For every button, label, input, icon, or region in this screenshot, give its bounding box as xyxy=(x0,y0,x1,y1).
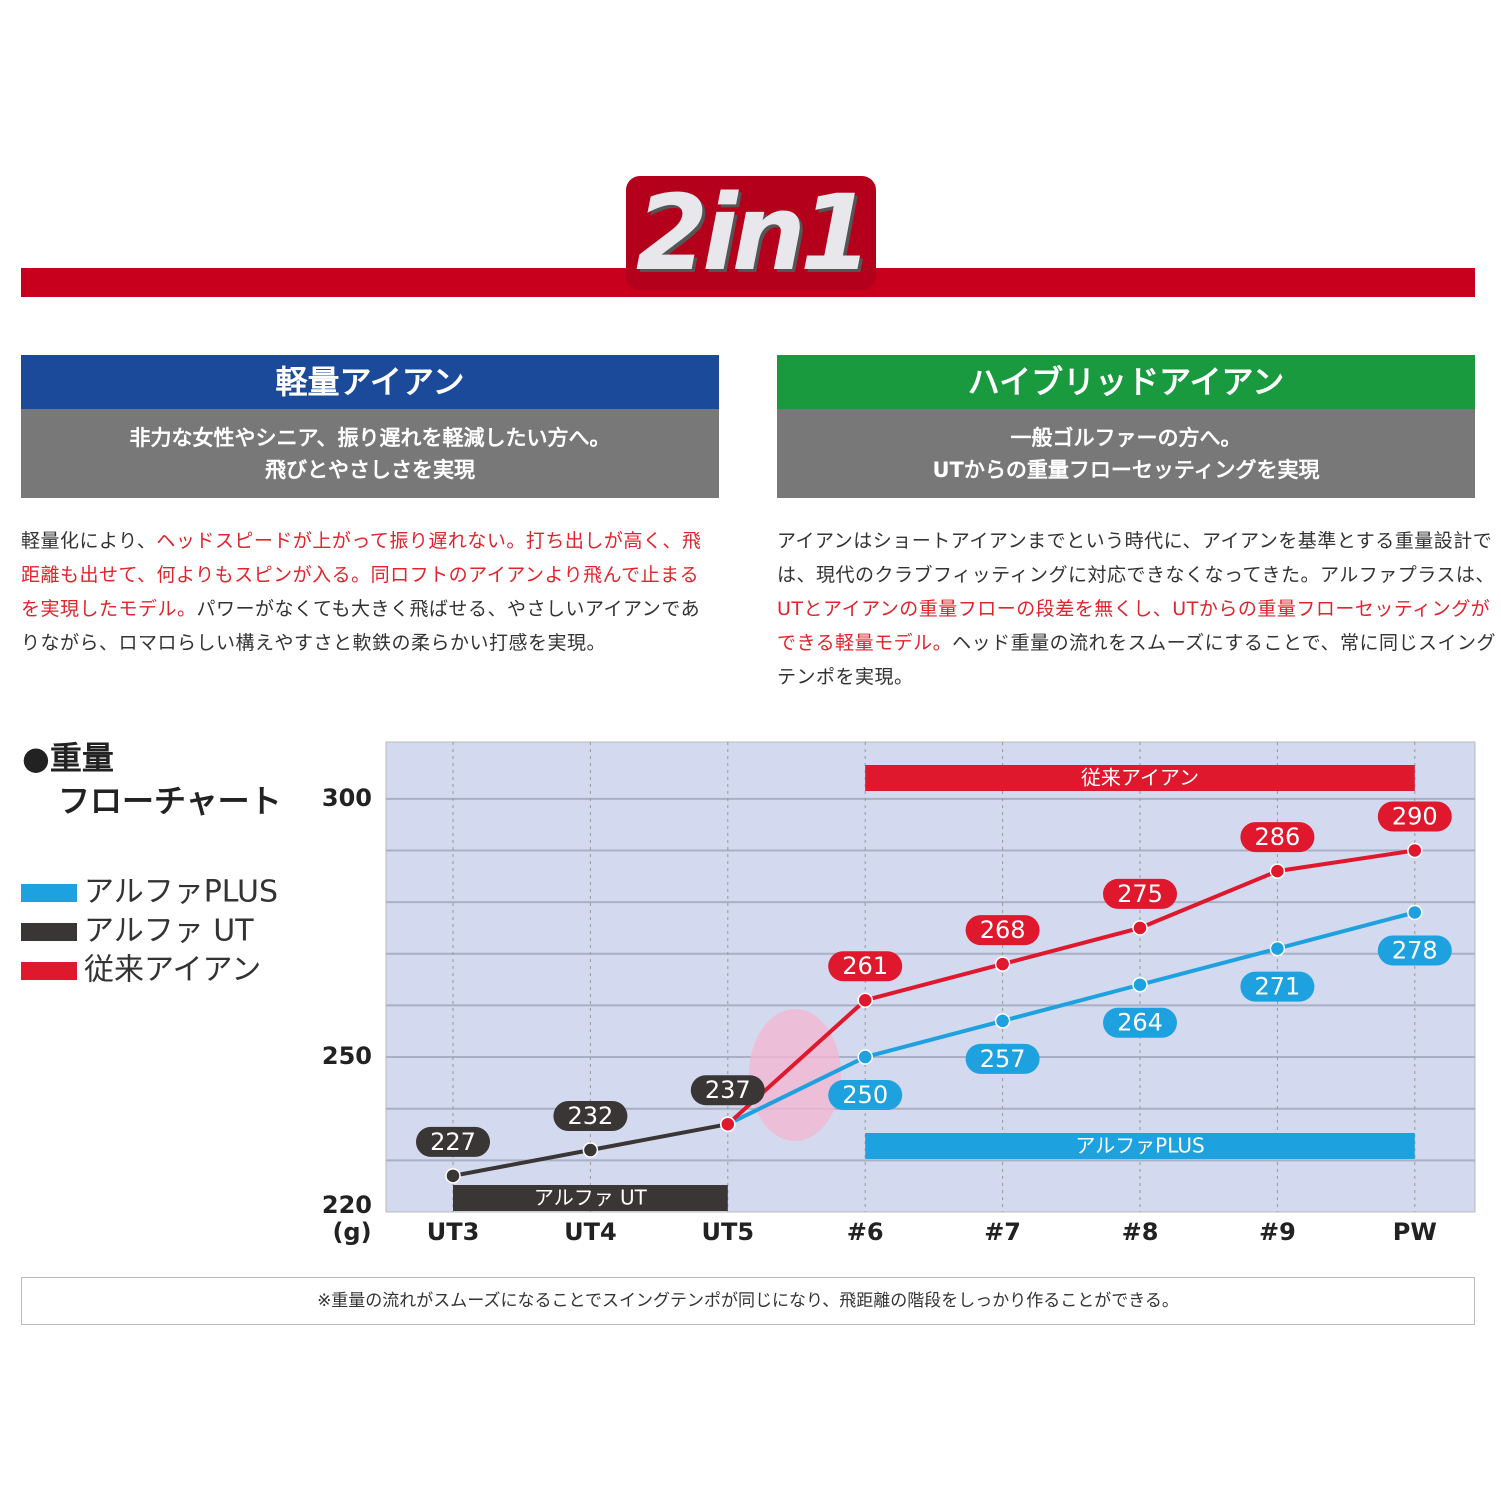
point xyxy=(1407,842,1423,859)
value-label-bg xyxy=(1377,935,1452,966)
value-label: 264 xyxy=(1117,1009,1163,1037)
value-label: 261 xyxy=(842,952,888,980)
point xyxy=(720,1116,736,1132)
value-label-bg xyxy=(965,1043,1040,1074)
value-label-bg xyxy=(828,1080,903,1111)
logo: 2in1 xyxy=(635,172,872,294)
point xyxy=(857,1049,873,1065)
x-tick-label: UT4 xyxy=(564,1218,617,1246)
chart-title: ●重量 xyxy=(22,739,114,777)
legend-swatch xyxy=(21,923,77,941)
column-subtitle: 一般ゴルファーの方へ。 UTからの重量フローセッティングを実現 xyxy=(777,409,1475,498)
value-label-bg xyxy=(828,951,903,982)
body-text: アイアンはショートアイアンまでという時代に、アイアンを基準とする重量設計では、現… xyxy=(777,530,1495,586)
band-label: 従来アイアン xyxy=(1081,766,1199,790)
value-label: 232 xyxy=(567,1102,613,1130)
value-label: 286 xyxy=(1254,823,1300,851)
body-text: パワーがなくても大きく飛ばせる、やさしいアイアンでありながら、ロマロらしい構えや… xyxy=(21,598,701,654)
body-text: ヘッド重量の流れをスムーズにすることで、常に同じスイングテンポを実現。 xyxy=(777,632,1497,688)
value-label: 271 xyxy=(1254,973,1300,1001)
column-body: アイアンはショートアイアンまでという時代に、アイアンを基準とする重量設計では、現… xyxy=(777,524,1501,694)
y-tick-label: 220 xyxy=(322,1191,372,1219)
subtitle-line: 非力な女性やシニア、振り遅れを軽減したい方へ。 xyxy=(129,426,611,450)
legend-label: 従来アイアン xyxy=(84,953,261,988)
value-label-bg xyxy=(965,915,1040,946)
legend-label: アルファ UT xyxy=(84,914,254,949)
body-text: UTとアイアンの重量フローの段差を無くし、UTからの重量フローセッティングができ… xyxy=(777,598,1491,654)
point xyxy=(445,1168,461,1184)
series-line xyxy=(726,848,1416,1126)
column-title: 軽量アイアン xyxy=(21,355,719,409)
x-tick-label: UT5 xyxy=(702,1218,755,1246)
value-label: 257 xyxy=(980,1045,1026,1073)
band xyxy=(865,1133,1415,1159)
legend-swatch xyxy=(21,962,77,980)
value-label-bg xyxy=(1103,1007,1177,1038)
legend-swatch xyxy=(21,884,77,902)
value-label: 268 xyxy=(980,916,1026,944)
y-unit: (g) xyxy=(332,1218,371,1246)
body-text: 軽量化により、 xyxy=(21,530,157,552)
value-label-bg xyxy=(1377,801,1452,832)
x-tick-label: #6 xyxy=(847,1218,884,1246)
y-tick-label: 300 xyxy=(322,784,372,812)
value-label: 275 xyxy=(1117,880,1163,908)
value-label-bg xyxy=(553,1101,628,1132)
value-label-bg xyxy=(1240,971,1315,1002)
value-label: 227 xyxy=(430,1128,476,1156)
subtitle-line: 飛びとやさしさを実現 xyxy=(265,458,475,482)
point xyxy=(582,1142,599,1158)
value-label: 290 xyxy=(1392,802,1438,830)
value-label-bg xyxy=(416,1126,490,1157)
point xyxy=(1407,904,1423,921)
point xyxy=(1132,920,1148,936)
x-tick-label: #7 xyxy=(984,1218,1021,1246)
x-tick-label: #9 xyxy=(1259,1218,1296,1246)
value-label-bg xyxy=(1240,822,1315,853)
value-label: 237 xyxy=(705,1076,751,1104)
chart-title: フローチャート xyxy=(58,782,282,820)
point xyxy=(1269,863,1286,879)
band-label: アルファ UT xyxy=(534,1186,648,1210)
value-label: 278 xyxy=(1392,936,1438,964)
point xyxy=(857,992,873,1008)
band xyxy=(865,765,1415,791)
subtitle-line: 一般ゴルファーの方へ。 xyxy=(1010,426,1242,450)
point xyxy=(1132,976,1148,993)
band-label: アルファPLUS xyxy=(1075,1134,1204,1158)
band xyxy=(453,1185,728,1211)
x-tick-label: UT3 xyxy=(427,1218,480,1246)
point xyxy=(994,1013,1011,1029)
column-title: ハイブリッドアイアン xyxy=(777,355,1475,409)
legend-label: アルファPLUS xyxy=(84,875,278,910)
value-label-bg xyxy=(1103,878,1177,909)
column-body: 軽量化により、ヘッドスピードが上がって振り遅れない。打ち出しが高く、飛距離も出せ… xyxy=(21,524,711,660)
value-label: 250 xyxy=(842,1081,888,1109)
point xyxy=(994,956,1011,972)
x-tick-label: PW xyxy=(1393,1218,1437,1246)
body-text: ヘッドスピードが上がって振り遅れない。打ち出しが高く、飛距離も出せて、何よりもス… xyxy=(21,530,702,620)
point xyxy=(1269,940,1286,957)
y-tick-label: 250 xyxy=(322,1042,372,1070)
subtitle-line: UTからの重量フローセッティングを実現 xyxy=(932,458,1320,482)
logo-box xyxy=(626,176,876,290)
note: ※重量の流れがスムーズになることでスイングテンポが同じになり、飛距離の階段をしっ… xyxy=(21,1277,1475,1325)
column-subtitle: 非力な女性やシニア、振り遅れを軽減したい方へ。 飛びとやさしさを実現 xyxy=(21,409,719,498)
series-line xyxy=(726,910,1416,1126)
value-label-bg xyxy=(690,1075,765,1106)
x-tick-label: #8 xyxy=(1122,1218,1159,1246)
